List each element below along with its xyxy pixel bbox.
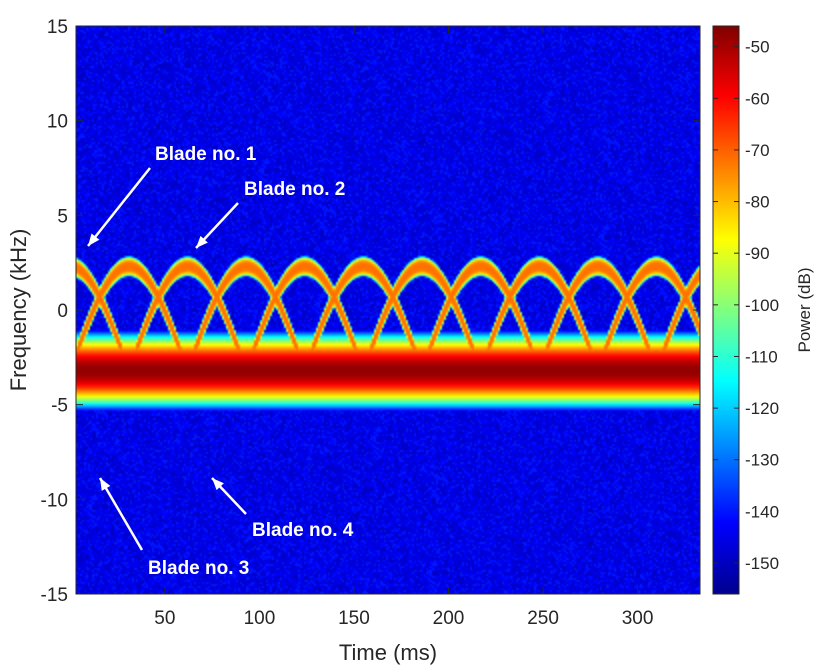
y-tick-label: -5 <box>51 396 68 417</box>
x-tick-label: 150 <box>338 608 370 629</box>
annotation-label: Blade no. 3 <box>148 558 249 579</box>
heatmap-image <box>76 26 700 594</box>
x-axis-ticks: 50 100 150 200 250 300 <box>154 26 653 629</box>
y-tick-label: -10 <box>41 490 68 511</box>
colorbar-ticks: -50 -60 -70 -80 -90 -100 -110 -120 -130 -140 -150 <box>713 38 779 573</box>
y-axis-label: Frequency (kHz) <box>6 229 31 392</box>
colorbar-label: Power (dB) <box>795 267 814 352</box>
colorbar-tick-label: -110 <box>745 347 778 366</box>
x-tick-label: 250 <box>527 608 559 629</box>
y-axis-ticks: 15 10 5 0 -5 -10 -15 <box>41 17 700 606</box>
x-axis-label: Time (ms) <box>339 640 437 665</box>
annotation-arrow-head <box>100 478 111 491</box>
colorbar-tick-label: -150 <box>745 554 779 573</box>
x-tick-label: 200 <box>433 608 465 629</box>
annotation-arrow-head <box>212 478 224 491</box>
colorbar <box>712 25 740 595</box>
annotation-label: Blade no. 2 <box>244 179 345 200</box>
x-tick-label: 300 <box>622 608 654 629</box>
colorbar-tick-label: -100 <box>745 296 779 315</box>
colorbar-tick-label: -70 <box>745 141 770 160</box>
annotation-arrow-line <box>98 477 144 551</box>
y-tick-label: 10 <box>47 112 68 133</box>
annotation-arrow-head <box>196 235 208 248</box>
annotation-arrow-line <box>87 167 151 247</box>
annotation-label: Blade no. 4 <box>252 520 354 541</box>
y-tick-label: 5 <box>57 206 68 227</box>
colorbar-tick-label: -60 <box>745 89 770 108</box>
x-tick-label: 100 <box>244 608 276 629</box>
colorbar-tick-label: -120 <box>745 399 779 418</box>
colorbar-tick-label: -130 <box>745 451 779 470</box>
colorbar-tick-label: -50 <box>745 38 770 57</box>
colorbar-tick-label: -140 <box>745 502 779 521</box>
annotation-arrow-head <box>88 233 100 246</box>
y-tick-label: -15 <box>41 585 68 606</box>
y-tick-label: 0 <box>57 301 68 322</box>
y-tick-label: 15 <box>47 17 68 38</box>
colorbar-tick-label: -90 <box>745 244 770 263</box>
colorbar-tick-label: -80 <box>745 193 770 212</box>
annotation-label: Blade no. 1 <box>155 144 257 165</box>
x-tick-label: 50 <box>154 608 175 629</box>
